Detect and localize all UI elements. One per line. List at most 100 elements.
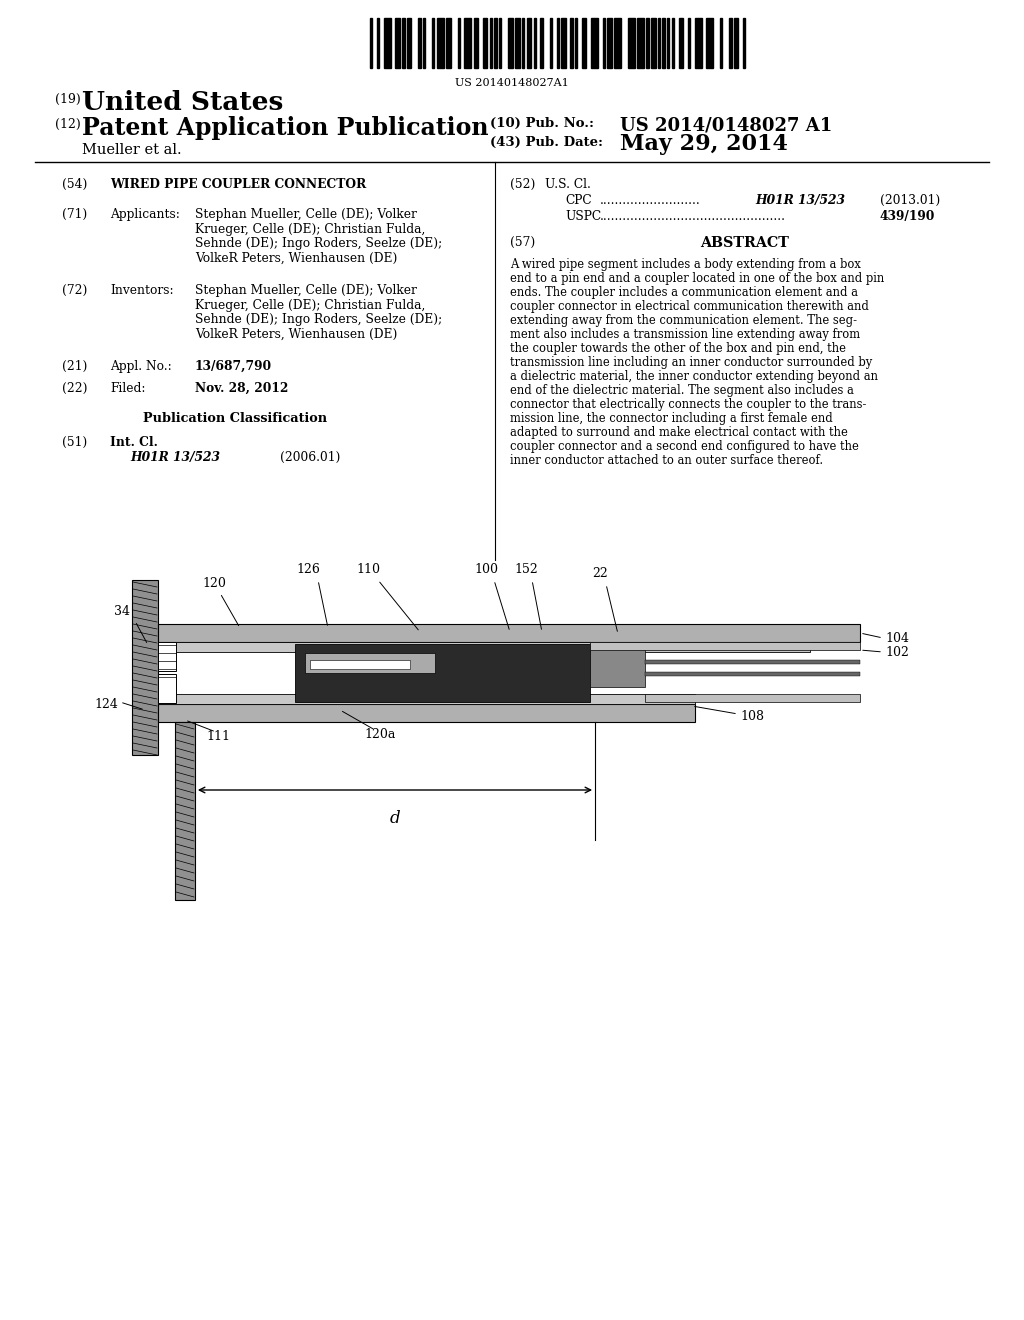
Bar [645,672,860,676]
Text: Sehnde (DE); Ingo Roders, Seelze (DE);: Sehnde (DE); Ingo Roders, Seelze (DE); [195,238,442,249]
Text: 152: 152 [514,564,538,576]
Text: Mueller et al.: Mueller et al. [82,143,181,157]
Text: Krueger, Celle (DE); Christian Fulda,: Krueger, Celle (DE); Christian Fulda, [195,223,425,235]
Text: transmission line including an inner conductor surrounded by: transmission line including an inner con… [510,356,872,370]
Text: Publication Classification: Publication Classification [143,412,327,425]
Text: (2006.01): (2006.01) [280,450,340,463]
Text: ..........................: .......................... [600,194,700,207]
Bar [175,722,195,900]
Text: May 29, 2014: May 29, 2014 [620,133,787,154]
Text: Sehnde (DE); Ingo Roders, Seelze (DE);: Sehnde (DE); Ingo Roders, Seelze (DE); [195,313,442,326]
Text: Stephan Mueller, Celle (DE); Volker: Stephan Mueller, Celle (DE); Volker [195,284,417,297]
Bar [158,675,176,704]
Text: ment also includes a transmission line extending away from: ment also includes a transmission line e… [510,327,860,341]
Bar [645,660,860,664]
Bar [534,18,536,69]
Text: WIRED PIPE COUPLER CONNECTOR: WIRED PIPE COUPLER CONNECTOR [110,178,367,191]
Text: Int. Cl.: Int. Cl. [110,436,158,449]
Text: 124: 124 [94,698,118,711]
Text: H01R 13/523: H01R 13/523 [755,194,845,207]
Text: coupler connector in electrical communication therewith and: coupler connector in electrical communic… [510,300,869,313]
Text: (12): (12) [55,117,81,131]
Bar [158,694,695,704]
Text: the coupler towards the other of the box and pin end, the: the coupler towards the other of the box… [510,342,846,355]
Text: coupler connector and a second end configured to have the: coupler connector and a second end confi… [510,440,859,453]
Text: mission line, the connector including a first female end: mission line, the connector including a … [510,412,833,425]
Bar [561,18,565,69]
Bar [707,18,713,69]
Text: (51): (51) [62,436,87,449]
Text: (19): (19) [55,92,81,106]
Bar [423,18,425,69]
Bar [437,18,443,69]
Bar [499,18,502,69]
Text: (52): (52) [510,178,536,191]
Bar [637,18,644,69]
Text: (72): (72) [62,284,87,297]
Text: 34: 34 [114,605,130,618]
Text: 126: 126 [296,564,319,576]
Bar [591,18,598,69]
Bar [651,18,655,69]
Text: (10) Pub. No.:: (10) Pub. No.: [490,117,594,129]
Bar [515,18,520,69]
Text: VolkeR Peters, Wienhausen (DE): VolkeR Peters, Wienhausen (DE) [195,252,397,264]
Bar [590,647,645,686]
Text: 111: 111 [206,730,230,743]
Bar [526,18,531,69]
Bar [458,18,460,69]
Bar [672,18,674,69]
Text: Inventors:: Inventors: [110,284,174,297]
Text: 104: 104 [885,631,909,644]
Text: (54): (54) [62,178,87,191]
Text: Applicants:: Applicants: [110,209,180,220]
Text: 22: 22 [592,568,608,579]
Bar [645,694,860,702]
Text: end of the dielectric material. The segment also includes a: end of the dielectric material. The segm… [510,384,854,397]
Bar [465,18,471,69]
Text: Stephan Mueller, Celle (DE); Volker: Stephan Mueller, Celle (DE); Volker [195,209,417,220]
Text: US 20140148027A1: US 20140148027A1 [455,78,569,88]
Text: d: d [390,810,400,828]
Bar [667,18,670,69]
Text: ................................................: ........................................… [600,210,786,223]
Text: 110: 110 [356,564,380,576]
Text: (57): (57) [510,236,536,249]
Text: (22): (22) [62,381,87,395]
Bar [602,18,605,69]
Bar [570,18,572,69]
Bar [743,18,745,69]
Text: 13/687,790: 13/687,790 [195,360,272,374]
Bar [614,18,621,69]
Text: Nov. 28, 2012: Nov. 28, 2012 [195,381,289,395]
Bar [628,18,635,69]
Bar [446,18,451,69]
Bar [582,18,587,69]
Text: 439/190: 439/190 [880,210,935,223]
Bar [305,653,435,673]
Bar [310,660,410,669]
Bar [688,18,690,69]
Text: (2013.01): (2013.01) [880,194,940,207]
Bar [508,18,513,69]
Text: 120: 120 [202,577,226,590]
Text: United States: United States [82,90,284,115]
Bar [474,18,478,69]
Bar [663,18,665,69]
Bar [574,18,578,69]
Bar [419,18,421,69]
Bar [557,18,559,69]
Text: adapted to surround and make electrical contact with the: adapted to surround and make electrical … [510,426,848,440]
Bar [158,642,176,671]
Text: Appl. No.:: Appl. No.: [110,360,172,374]
Text: ABSTRACT: ABSTRACT [700,236,790,249]
Text: 100: 100 [474,564,498,576]
Bar [158,624,860,642]
Bar [550,18,552,69]
Bar [495,18,497,69]
Bar [489,18,493,69]
Text: (21): (21) [62,360,87,374]
Text: end to a pin end and a coupler located in one of the box and pin: end to a pin end and a coupler located i… [510,272,885,285]
Text: 120a: 120a [365,729,395,741]
Bar [384,18,391,69]
